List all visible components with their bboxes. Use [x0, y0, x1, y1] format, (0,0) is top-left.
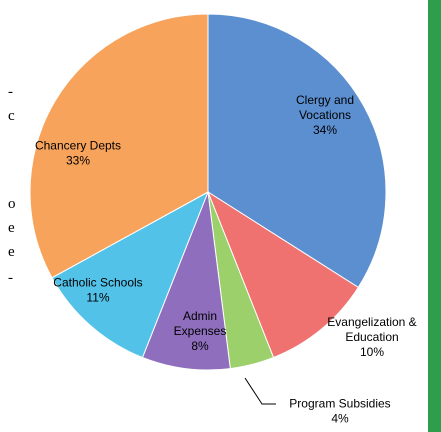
side-text-fragment: c — [8, 108, 15, 124]
pie-slice-admin-expenses — [141, 191, 231, 371]
slice-label-admin-expenses: Admin Expenses 8% — [174, 309, 227, 353]
slice-percent: 33% — [66, 154, 90, 168]
pie-slice-clergy-vocations — [207, 13, 387, 289]
slice-label-line: Evangelization & — [327, 315, 416, 329]
slice-percent: 8% — [191, 339, 209, 353]
leader-line-program-subsidies — [244, 377, 276, 405]
slice-percent: 11% — [86, 291, 109, 305]
slice-label-line: Clergy and — [296, 93, 354, 107]
slice-label-evangelization-education: Evangelization & Education 10% — [327, 315, 416, 359]
slice-percent: 10% — [360, 345, 384, 359]
right-border-bar — [428, 0, 441, 432]
leader-lines — [244, 377, 276, 405]
side-text-fragment: e — [8, 244, 15, 260]
pie-slice-catholic-schools — [51, 190, 209, 359]
slice-label-clergy-vocations: Clergy and Vocations 34% — [296, 93, 354, 137]
slice-percent: 4% — [331, 412, 349, 426]
pie-slice-chancery-depts — [29, 13, 209, 279]
slice-label-line: Expenses — [174, 324, 227, 338]
pie-slices — [29, 13, 387, 371]
slice-label-catholic-schools: Catholic Schools 11% — [53, 276, 142, 305]
side-text-fragment: e — [8, 220, 15, 236]
slice-percent: 34% — [313, 123, 337, 137]
side-text-fragment: - — [8, 270, 13, 286]
side-text-fragment: o — [8, 196, 16, 212]
slice-label-line: Program Subsidies — [289, 397, 390, 411]
pie-slice-evangelization-education — [206, 190, 359, 359]
slice-label-line: Admin — [183, 309, 217, 323]
slice-label-chancery-depts: Chancery Depts 33% — [35, 139, 121, 168]
slice-label-line: Education — [345, 330, 398, 344]
slice-labels: Clergy and Vocations 34% Evangelization & Ed… — [35, 93, 417, 426]
slice-label-line: Vocations — [299, 108, 351, 122]
slice-label-line: Chancery Depts — [35, 139, 121, 153]
side-text-fragment: - — [8, 84, 13, 100]
slice-label-program-subsidies: Program Subsidies 4% — [289, 397, 390, 426]
slice-label-line: Catholic Schools — [53, 276, 142, 290]
